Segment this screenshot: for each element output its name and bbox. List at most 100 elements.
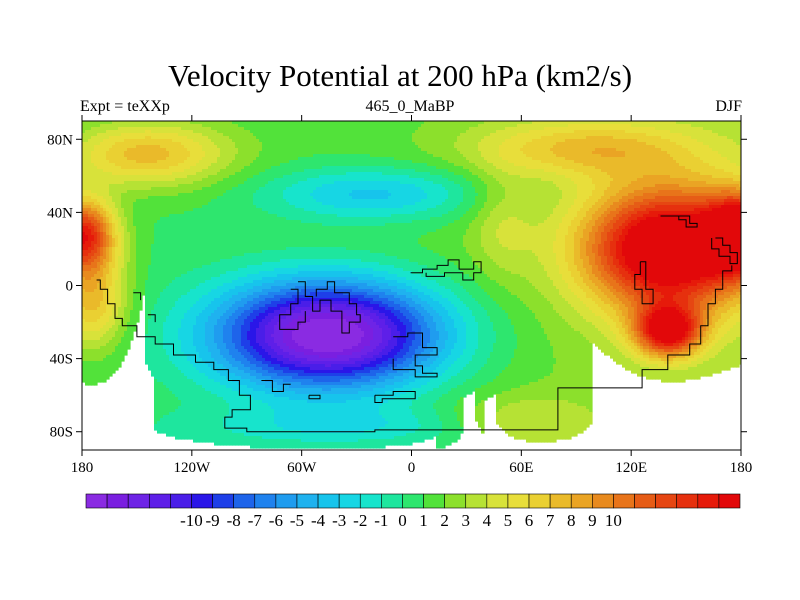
field-cell: [184, 295, 188, 314]
field-cell: [220, 376, 224, 386]
field-cell: [133, 289, 137, 332]
field-cell: [160, 148, 164, 161]
field-cell: [634, 214, 638, 221]
field-cell: [610, 307, 614, 320]
field-cell: [448, 223, 452, 263]
field-cell: [367, 391, 371, 398]
field-cell: [640, 178, 644, 191]
field-cell: [229, 139, 233, 164]
field-cell: [673, 349, 677, 353]
field-cell: [547, 277, 551, 302]
field-cell: [301, 367, 305, 371]
field-cell: [208, 127, 212, 140]
field-cell: [694, 355, 698, 362]
field-cell: [610, 271, 614, 278]
field-cell: [82, 256, 86, 263]
field-cell: [364, 439, 368, 449]
field-cell: [358, 319, 362, 329]
field-cell: [421, 394, 425, 443]
field-cell: [361, 217, 365, 227]
field-cell: [304, 307, 308, 311]
field-cell: [655, 202, 659, 206]
field-cell: [451, 121, 455, 164]
field-cell: [301, 388, 305, 395]
field-cell: [313, 403, 317, 434]
field-cell: [526, 400, 530, 443]
field-cell: [331, 184, 335, 206]
field-cell: [679, 313, 683, 341]
field-cell: [631, 211, 635, 215]
field-cell: [622, 337, 626, 347]
field-cell: [655, 310, 659, 341]
field-cell: [109, 340, 113, 356]
field-cell: [166, 169, 170, 176]
field-cell: [367, 289, 371, 296]
field-cell: [646, 340, 650, 344]
field-cell: [619, 352, 623, 365]
field-cell: [592, 166, 596, 185]
field-cell: [310, 364, 314, 371]
field-cell: [172, 187, 176, 197]
field-cell: [301, 208, 305, 224]
field-cell: [283, 373, 287, 377]
field-cell: [262, 187, 266, 212]
field-cell: [403, 214, 407, 224]
field-cell: [661, 130, 665, 140]
field-cell: [319, 433, 323, 443]
field-cell: [313, 289, 317, 293]
field-cell: [271, 298, 275, 302]
field-cell: [622, 187, 626, 197]
field-cell: [430, 166, 434, 176]
field-cell: [682, 136, 686, 149]
field-cell: [82, 277, 86, 290]
field-cell: [472, 175, 476, 188]
field-cell: [709, 358, 713, 377]
field-cell: [739, 175, 741, 182]
field-cell: [409, 370, 413, 377]
field-cell: [451, 304, 455, 320]
field-cell: [727, 298, 731, 302]
field-cell: [373, 253, 377, 263]
field-cell: [475, 283, 479, 302]
field-cell: [670, 370, 674, 383]
field-cell: [235, 349, 239, 362]
field-cell: [235, 310, 239, 320]
field-cell: [625, 325, 629, 335]
field-cell: [355, 292, 359, 296]
field-cell: [106, 223, 110, 236]
field-cell: [193, 367, 197, 383]
field-cell: [109, 121, 113, 125]
field-cell: [229, 355, 233, 365]
field-cell: [721, 169, 725, 179]
field-cell: [385, 121, 389, 158]
field-cell: [181, 214, 185, 275]
field-cell: [418, 178, 422, 188]
field-cell: [205, 307, 209, 323]
field-cell: [442, 361, 446, 374]
field-cell: [334, 271, 338, 278]
field-cell: [589, 289, 593, 299]
field-cell: [715, 178, 719, 185]
field-cell: [136, 139, 140, 146]
field-cell: [457, 400, 461, 422]
field-cell: [349, 442, 353, 449]
field-cell: [604, 304, 608, 314]
field-cell: [220, 397, 224, 446]
field-cell: [655, 370, 659, 380]
field-cell: [310, 271, 314, 278]
field-cell: [529, 130, 533, 143]
field-cell: [82, 202, 86, 206]
field-cell: [397, 319, 401, 332]
field-cell: [727, 172, 731, 179]
field-cell: [409, 121, 413, 161]
field-cell: [94, 193, 98, 200]
field-cell: [394, 169, 398, 176]
field-cell: [562, 280, 566, 299]
field-cell: [388, 340, 392, 353]
field-cell: [304, 400, 308, 434]
field-cell: [466, 130, 470, 161]
field-cell: [664, 205, 668, 212]
field-cell: [487, 217, 491, 257]
field-cell: [412, 280, 416, 290]
field-cell: [205, 280, 209, 296]
